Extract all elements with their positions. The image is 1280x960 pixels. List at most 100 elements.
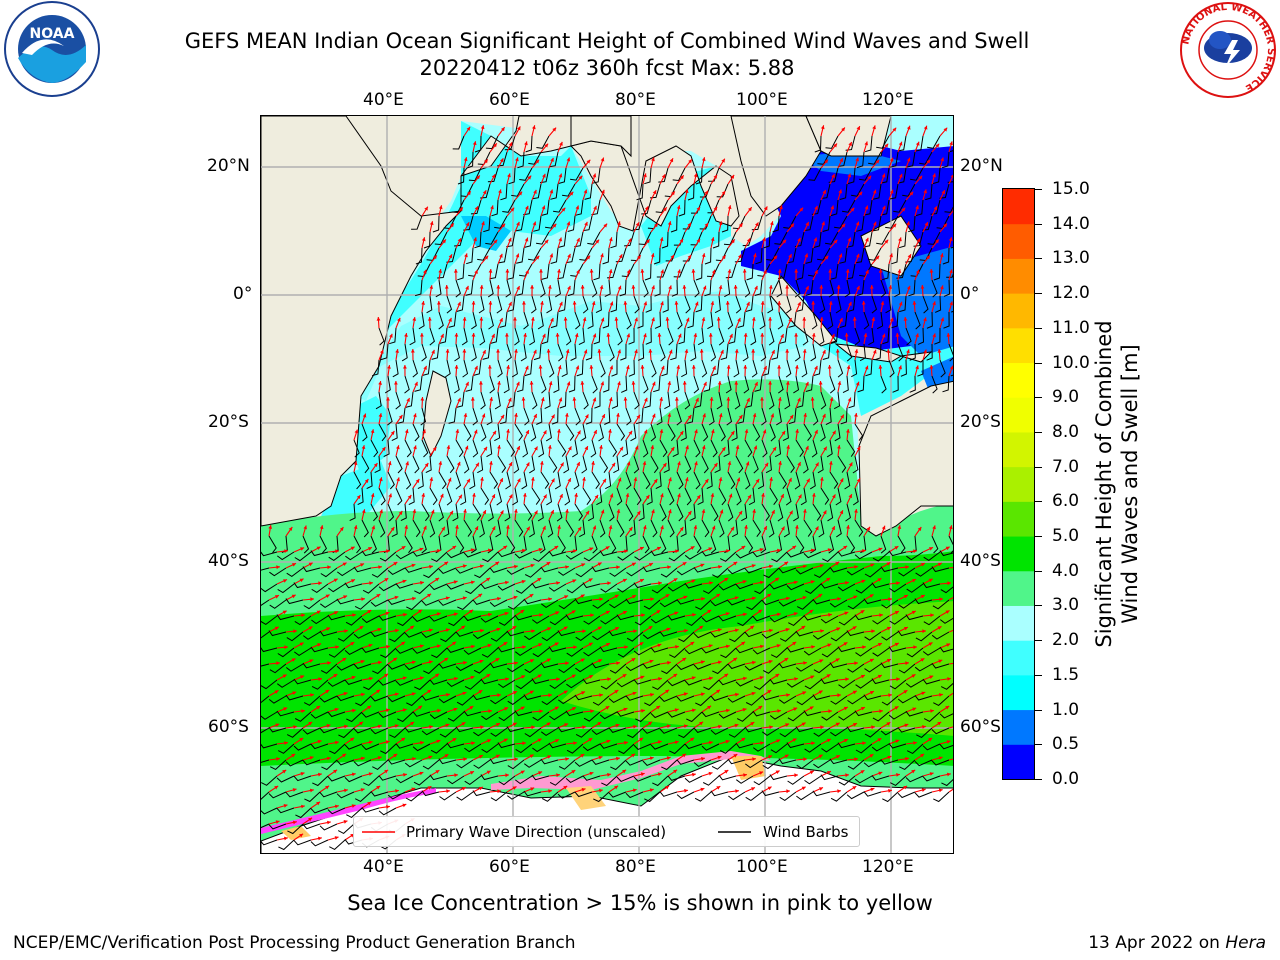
wind-barb bbox=[906, 583, 924, 593]
wave-direction-arrowhead bbox=[513, 691, 517, 695]
wave-direction-arrowhead bbox=[841, 223, 846, 228]
wind-barb bbox=[294, 615, 312, 626]
wave-direction-arrowhead bbox=[615, 723, 620, 728]
wave-direction-arrowhead bbox=[690, 737, 695, 742]
wave-direction-arrowhead bbox=[905, 565, 909, 570]
wind-barb bbox=[710, 503, 719, 522]
wave-direction-arrowhead bbox=[344, 788, 348, 793]
wave-direction-arrowhead bbox=[801, 722, 806, 726]
wind-barb bbox=[661, 759, 678, 771]
wave-direction-arrowhead bbox=[789, 510, 793, 515]
wind-barb bbox=[642, 375, 649, 394]
wind-barb bbox=[583, 215, 593, 232]
wave-direction-arrowhead bbox=[418, 705, 423, 710]
wave-direction-arrowhead bbox=[828, 301, 833, 305]
wind-barb bbox=[498, 679, 516, 689]
wind-barb bbox=[387, 407, 393, 426]
wind-barb bbox=[371, 567, 389, 578]
wind-barb bbox=[304, 791, 321, 803]
wave-direction-arrowhead bbox=[469, 706, 474, 710]
wind-barb bbox=[523, 598, 542, 605]
wind-barb bbox=[931, 631, 950, 640]
wind-barb bbox=[676, 791, 695, 800]
wind-barb bbox=[540, 279, 546, 298]
wind-barb bbox=[684, 551, 703, 560]
wave-direction-arrowhead bbox=[291, 753, 296, 758]
wave-direction-arrowhead bbox=[889, 157, 894, 162]
wave-direction-arrowhead bbox=[395, 349, 399, 353]
wave-direction-arrowhead bbox=[478, 755, 483, 759]
wind-barb bbox=[916, 727, 933, 738]
wind-barb bbox=[558, 695, 576, 705]
wave-direction-arrowhead bbox=[939, 597, 943, 602]
wave-direction-arrowhead bbox=[624, 740, 628, 745]
wave-direction-arrowhead bbox=[378, 477, 383, 482]
wave-direction-arrowhead bbox=[660, 493, 664, 498]
wave-direction-arrowhead bbox=[471, 644, 475, 649]
wave-direction-arrowhead bbox=[469, 609, 474, 614]
wind-barb bbox=[366, 471, 373, 490]
wave-direction-arrowhead bbox=[864, 141, 868, 146]
wave-direction-arrowhead bbox=[631, 658, 636, 662]
wave-direction-arrowhead bbox=[539, 709, 543, 714]
wave-direction-arrowhead bbox=[403, 365, 407, 369]
wave-direction-arrowhead bbox=[282, 770, 287, 774]
wave-direction-arrowhead bbox=[867, 175, 872, 180]
wind-barb bbox=[616, 487, 623, 506]
wave-direction-arrowhead bbox=[589, 365, 594, 369]
wind-barb bbox=[344, 582, 363, 589]
wave-direction-arrowhead bbox=[734, 723, 739, 728]
wave-direction-arrowhead bbox=[864, 365, 869, 370]
wind-barb bbox=[566, 679, 584, 689]
wave-direction-arrowhead bbox=[768, 755, 773, 759]
wind-barb bbox=[404, 535, 413, 554]
wind-barb bbox=[939, 646, 953, 653]
wind-barb bbox=[591, 279, 598, 298]
wind-barb bbox=[582, 487, 592, 505]
wave-direction-arrowhead bbox=[546, 349, 551, 353]
wind-barb bbox=[370, 503, 379, 522]
wave-direction-arrowhead bbox=[454, 333, 459, 337]
wave-direction-arrowhead bbox=[651, 157, 655, 162]
wind-barb bbox=[846, 439, 856, 457]
wave-direction-arrowhead bbox=[795, 365, 799, 369]
wind-barb bbox=[863, 231, 873, 248]
wave-direction-arrowhead bbox=[360, 756, 365, 761]
wave-direction-arrowhead bbox=[691, 708, 696, 713]
wave-direction-arrowhead bbox=[845, 581, 849, 585]
wind-barb bbox=[465, 279, 474, 296]
wind-barb bbox=[303, 599, 321, 610]
wave-direction-arrowhead bbox=[445, 723, 450, 728]
wave-direction-arrowhead bbox=[386, 644, 390, 649]
wave-direction-arrowhead bbox=[924, 222, 928, 227]
wave-direction-arrowhead bbox=[640, 772, 645, 777]
wind-barb bbox=[765, 455, 772, 474]
wind-barb bbox=[374, 455, 381, 474]
wave-direction-arrowhead bbox=[616, 509, 621, 513]
wind-barb bbox=[429, 711, 448, 720]
wind-barb bbox=[582, 582, 601, 589]
wind-barb bbox=[261, 711, 278, 720]
wave-direction-arrowhead bbox=[623, 397, 628, 401]
wind-barb bbox=[786, 455, 795, 474]
wind-barb bbox=[777, 375, 784, 394]
wave-direction-arrowhead bbox=[898, 237, 902, 242]
wind-barb bbox=[491, 199, 499, 217]
wave-direction-arrowhead bbox=[803, 413, 807, 417]
wind-barb bbox=[888, 359, 895, 378]
wave-direction-arrowhead bbox=[938, 788, 943, 793]
wave-direction-arrowhead bbox=[608, 525, 613, 529]
wave-direction-arrowhead bbox=[784, 561, 789, 566]
wave-direction-arrowhead bbox=[503, 642, 508, 646]
wind-barb bbox=[863, 759, 882, 768]
wind-barb bbox=[942, 375, 950, 393]
wind-barb bbox=[261, 823, 270, 829]
wave-direction-arrowhead bbox=[467, 191, 471, 196]
wind-barb bbox=[592, 167, 601, 184]
wave-direction-arrowhead bbox=[763, 206, 768, 211]
wave-direction-arrowhead bbox=[658, 581, 662, 586]
wind-barb bbox=[285, 694, 304, 701]
wind-barb bbox=[931, 727, 950, 735]
wave-direction-arrowhead bbox=[496, 627, 501, 632]
wind-barb bbox=[319, 535, 328, 554]
